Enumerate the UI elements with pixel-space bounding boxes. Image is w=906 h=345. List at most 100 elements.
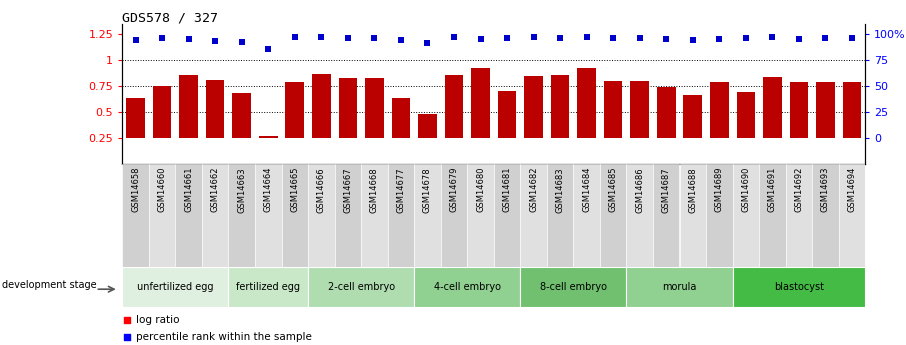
- Bar: [600, 164, 626, 267]
- Bar: [202, 164, 228, 267]
- Point: [129, 37, 143, 42]
- Bar: [497, 91, 516, 138]
- Bar: [122, 164, 149, 267]
- Bar: [759, 164, 786, 267]
- Bar: [259, 136, 277, 138]
- Bar: [391, 98, 410, 138]
- Bar: [126, 98, 145, 138]
- Point: [526, 34, 541, 39]
- Bar: [683, 95, 702, 138]
- Text: GSM14665: GSM14665: [290, 167, 299, 213]
- Bar: [786, 164, 812, 267]
- Text: log ratio: log ratio: [136, 315, 179, 325]
- Point: [120, 317, 134, 323]
- Bar: [790, 82, 808, 138]
- Text: morula: morula: [662, 282, 697, 292]
- Text: GSM14678: GSM14678: [423, 167, 432, 213]
- Point: [632, 35, 647, 40]
- Point: [420, 40, 435, 46]
- Point: [792, 36, 806, 41]
- Point: [393, 37, 408, 42]
- Text: 8-cell embryo: 8-cell embryo: [540, 282, 607, 292]
- Text: GSM14687: GSM14687: [661, 167, 670, 213]
- Point: [818, 35, 833, 40]
- Text: GSM14660: GSM14660: [158, 167, 167, 213]
- Bar: [440, 164, 467, 267]
- Bar: [282, 164, 308, 267]
- Bar: [388, 164, 414, 267]
- Text: blastocyst: blastocyst: [774, 282, 824, 292]
- Bar: [657, 87, 676, 138]
- Text: GSM14666: GSM14666: [317, 167, 326, 213]
- Point: [844, 35, 859, 40]
- Point: [208, 38, 223, 43]
- Text: GSM14668: GSM14668: [370, 167, 379, 213]
- Bar: [710, 82, 728, 138]
- Bar: [361, 164, 388, 267]
- Bar: [843, 82, 862, 138]
- Bar: [706, 164, 733, 267]
- Bar: [737, 92, 755, 138]
- Bar: [122, 267, 228, 307]
- Text: 2-cell embryo: 2-cell embryo: [328, 282, 395, 292]
- Bar: [733, 267, 865, 307]
- Bar: [626, 164, 653, 267]
- Bar: [816, 82, 834, 138]
- Bar: [520, 267, 626, 307]
- Point: [659, 36, 673, 41]
- Bar: [308, 267, 414, 307]
- Point: [473, 36, 487, 41]
- Bar: [255, 164, 282, 267]
- Text: GDS578 / 327: GDS578 / 327: [122, 11, 218, 24]
- Text: GSM14690: GSM14690: [741, 167, 750, 213]
- Point: [367, 35, 381, 40]
- Bar: [494, 164, 520, 267]
- Bar: [520, 164, 547, 267]
- Point: [120, 335, 134, 340]
- Point: [765, 34, 779, 39]
- Bar: [312, 74, 331, 138]
- Text: GSM14689: GSM14689: [715, 167, 724, 213]
- Text: fertilized egg: fertilized egg: [236, 282, 300, 292]
- Bar: [233, 93, 251, 138]
- Text: GSM14664: GSM14664: [264, 167, 273, 213]
- Bar: [414, 267, 520, 307]
- Text: GSM14680: GSM14680: [476, 167, 485, 213]
- Text: 4-cell embryo: 4-cell embryo: [434, 282, 501, 292]
- Bar: [626, 267, 733, 307]
- Text: GSM14691: GSM14691: [768, 167, 776, 213]
- Point: [686, 37, 700, 42]
- Text: development stage: development stage: [3, 280, 97, 290]
- Bar: [153, 86, 171, 138]
- Bar: [176, 164, 202, 267]
- Text: GSM14667: GSM14667: [343, 167, 352, 213]
- Bar: [149, 164, 176, 267]
- Bar: [471, 68, 490, 138]
- Bar: [414, 164, 440, 267]
- Bar: [763, 77, 782, 138]
- Bar: [604, 81, 622, 138]
- Bar: [551, 75, 569, 138]
- Bar: [467, 164, 494, 267]
- Bar: [631, 81, 649, 138]
- Text: GSM14682: GSM14682: [529, 167, 538, 213]
- Point: [553, 35, 567, 40]
- Point: [261, 46, 275, 52]
- Bar: [339, 78, 357, 138]
- Bar: [228, 164, 255, 267]
- Bar: [653, 164, 680, 267]
- Bar: [308, 164, 334, 267]
- Point: [447, 34, 461, 39]
- Text: GSM14685: GSM14685: [609, 167, 618, 213]
- Point: [181, 36, 196, 41]
- Point: [235, 39, 249, 45]
- Bar: [547, 164, 573, 267]
- Text: GSM14658: GSM14658: [131, 167, 140, 213]
- Bar: [334, 164, 361, 267]
- Bar: [445, 75, 463, 138]
- Bar: [839, 164, 865, 267]
- Text: GSM14681: GSM14681: [503, 167, 512, 213]
- Text: GSM14677: GSM14677: [397, 167, 405, 213]
- Bar: [285, 82, 304, 138]
- Bar: [525, 76, 543, 138]
